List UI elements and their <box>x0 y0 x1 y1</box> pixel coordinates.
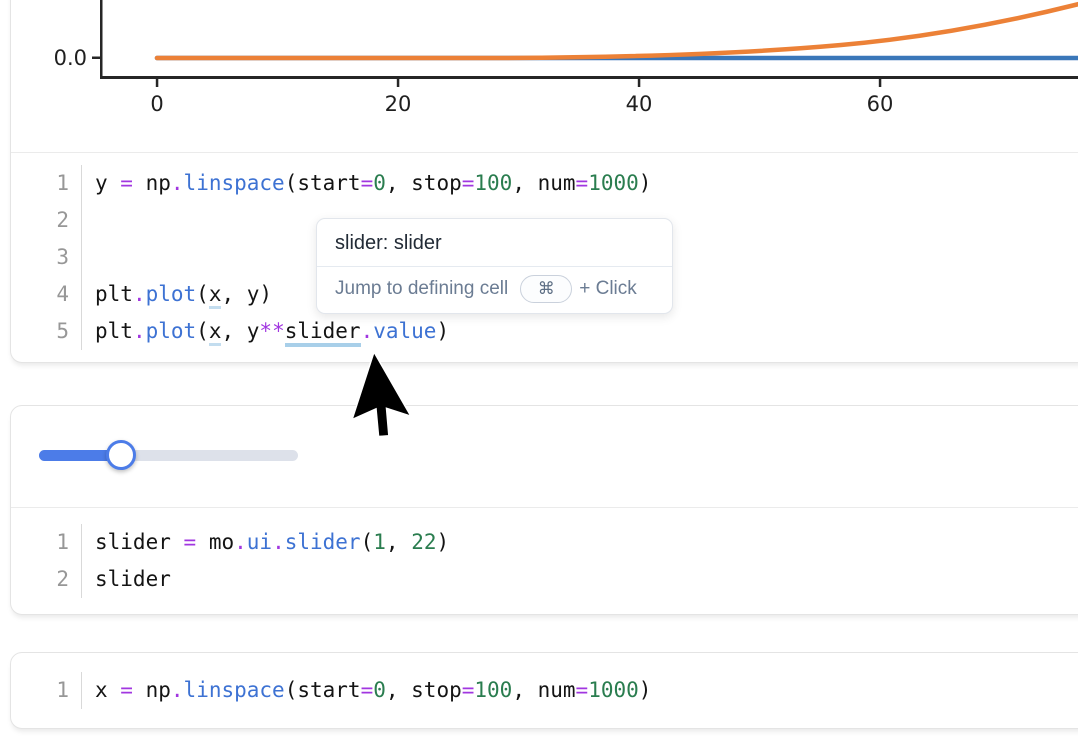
code-text[interactable]: slider <box>81 561 1078 598</box>
tooltip-title: slider: slider <box>335 232 442 254</box>
matplotlib-figure: 0.0 0 20 40 60 <box>54 0 1078 116</box>
output-code-divider <box>11 152 1078 153</box>
x-tick-60 <box>878 79 882 87</box>
code-editor[interactable]: 1 slider = mo.ui.slider(1, 22) 2 slider <box>11 508 1078 614</box>
slider-fill <box>39 450 131 461</box>
x-tick-0 <box>155 79 159 87</box>
x-tick-40 <box>637 79 641 87</box>
code-line[interactable]: 4 plt.plot(x, y) <box>11 276 1078 313</box>
variable-tooltip: slider: slider Jump to defining cell ⌘ +… <box>316 218 673 314</box>
line-number: 1 <box>56 171 69 195</box>
code-editor[interactable]: 1 y = np.linspace(start=0, stop=100, num=… <box>11 153 1078 362</box>
y-axis-spine <box>100 0 103 79</box>
x-tick-label-0: 0 <box>150 92 163 116</box>
x-axis-spine <box>100 76 1078 79</box>
code-line[interactable]: 1 y = np.linspace(start=0, stop=100, num=… <box>11 165 1078 202</box>
tooltip-action-label: Jump to defining cell <box>335 278 509 299</box>
code-text[interactable]: plt.plot(x, y**slider.value) <box>81 313 1078 350</box>
slider[interactable] <box>39 440 298 470</box>
code-line[interactable]: 1 slider = mo.ui.slider(1, 22) <box>11 524 1078 561</box>
mouse-cursor-icon <box>350 350 413 438</box>
series-line-orange <box>154 1 1078 61</box>
line-number: 3 <box>56 245 69 269</box>
output-code-divider <box>11 507 1078 508</box>
line-number: 2 <box>56 208 69 232</box>
code-text[interactable]: x = np.linspace(start=0, stop=100, num=1… <box>81 672 1078 709</box>
tooltip-action-row[interactable]: Jump to defining cell ⌘ + Click <box>317 266 672 313</box>
y-tick-label: 0.0 <box>54 46 87 70</box>
line-number: 1 <box>56 678 69 702</box>
code-text[interactable]: plt.plot(x, y) <box>81 276 1078 313</box>
cell-slider: 1 slider = mo.ui.slider(1, 22) 2 slider <box>10 405 1078 615</box>
code-text[interactable]: slider = mo.ui.slider(1, 22) <box>81 524 1078 561</box>
x-tick-label-20: 20 <box>385 92 412 116</box>
code-text[interactable] <box>81 202 1078 239</box>
command-key-icon: ⌘ <box>520 275 573 303</box>
slider-handle[interactable] <box>106 440 136 470</box>
plot-output: 0.0 0 20 40 60 <box>11 0 1078 152</box>
tooltip-action-suffix: + Click <box>579 278 637 299</box>
line-number: 5 <box>56 319 69 343</box>
x-tick-label-40: 40 <box>626 92 653 116</box>
code-line[interactable]: 1 x = np.linspace(start=0, stop=100, num=… <box>11 672 1078 709</box>
cell-x: 1 x = np.linspace(start=0, stop=100, num=… <box>10 652 1078 729</box>
line-number: 2 <box>56 567 69 591</box>
line-number: 4 <box>56 282 69 306</box>
slider-output <box>11 406 1078 507</box>
code-line[interactable]: 2 slider <box>11 561 1078 598</box>
code-editor[interactable]: 1 x = np.linspace(start=0, stop=100, num=… <box>11 653 1078 728</box>
code-text[interactable] <box>81 239 1078 276</box>
line-number: 1 <box>56 530 69 554</box>
code-line[interactable]: 2 <box>11 202 1078 239</box>
x-tick-label-60: 60 <box>867 92 894 116</box>
code-text[interactable]: y = np.linspace(start=0, stop=100, num=1… <box>81 165 1078 202</box>
code-line[interactable]: 3 <box>11 239 1078 276</box>
code-line[interactable]: 5 plt.plot(x, y**slider.value) <box>11 313 1078 350</box>
x-tick-20 <box>396 79 400 87</box>
y-tick <box>92 56 100 59</box>
